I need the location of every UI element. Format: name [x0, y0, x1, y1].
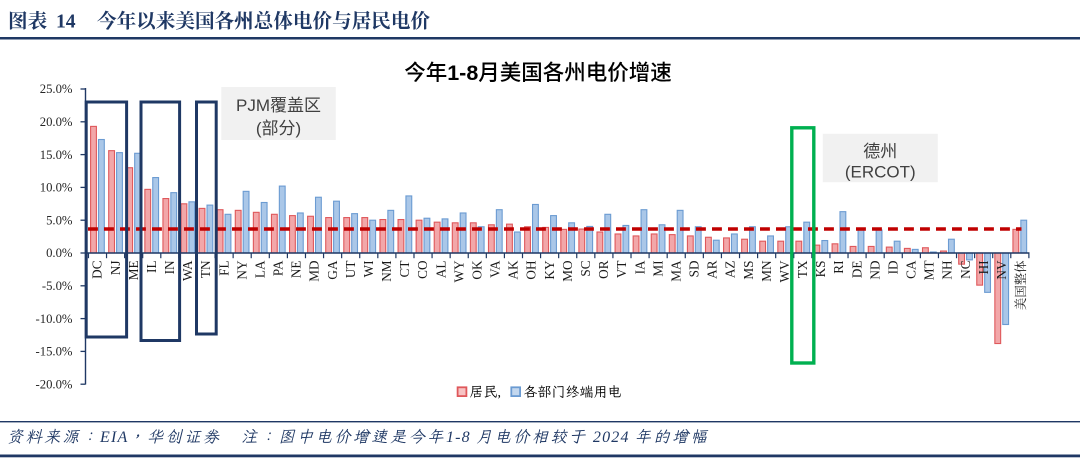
- svg-text:MA: MA: [668, 260, 683, 282]
- svg-text:DE: DE: [849, 261, 864, 279]
- svg-text:AZ: AZ: [723, 261, 738, 279]
- svg-text:NJ: NJ: [108, 261, 123, 276]
- svg-text:WY: WY: [451, 260, 466, 282]
- svg-text:NM: NM: [379, 260, 394, 282]
- svg-text:VT: VT: [614, 261, 629, 279]
- svg-text:OR: OR: [596, 260, 611, 279]
- svg-text:ND: ND: [867, 261, 882, 280]
- svg-text:德州: 德州: [863, 137, 897, 162]
- svg-text:14: 14: [56, 12, 76, 33]
- svg-text:NE: NE: [289, 261, 304, 279]
- svg-text:0.0%: 0.0%: [46, 246, 73, 260]
- svg-text:IN: IN: [162, 260, 177, 274]
- svg-text:(ERCOT): (ERCOT): [845, 163, 916, 182]
- svg-text:GA: GA: [325, 260, 340, 280]
- svg-text:25.0%: 25.0%: [40, 82, 73, 96]
- svg-text:资料来源：EIA，华创证券 注：图中电价增速是今年1-8: 资料来源：EIA，华创证券 注：图中电价增速是今年1-8 月电价相较于 2024…: [7, 425, 709, 447]
- svg-text:美国整体: 美国整体: [1011, 260, 1029, 310]
- svg-text:IL: IL: [144, 261, 159, 273]
- svg-text:NH: NH: [940, 260, 955, 280]
- svg-text:DC: DC: [90, 260, 105, 279]
- svg-text:AR: AR: [705, 260, 720, 279]
- svg-text:MT: MT: [922, 261, 937, 281]
- svg-text:-10.0%: -10.0%: [36, 312, 73, 326]
- svg-text:各部门终端用电: 各部门终端用电: [524, 383, 622, 401]
- svg-text:-15.0%: -15.0%: [36, 345, 73, 359]
- svg-text:图表: 图表: [8, 5, 48, 34]
- svg-text:ME: ME: [126, 261, 141, 281]
- svg-text:MO: MO: [560, 261, 575, 282]
- svg-text:VA: VA: [488, 260, 503, 278]
- svg-text:15.0%: 15.0%: [40, 148, 73, 162]
- svg-text:今年以来美国各州总体电价与居民电价: 今年以来美国各州总体电价与居民电价: [97, 5, 430, 34]
- svg-text:RI: RI: [831, 261, 846, 274]
- svg-text:AK: AK: [506, 260, 521, 280]
- svg-text:居民,: 居民,: [470, 383, 502, 401]
- svg-text:NV: NV: [994, 260, 1009, 280]
- svg-text:FL: FL: [216, 261, 231, 276]
- svg-text:NY: NY: [234, 260, 249, 280]
- svg-text:WI: WI: [361, 261, 376, 278]
- svg-text:OK: OK: [469, 260, 484, 280]
- svg-text:TX: TX: [795, 260, 810, 278]
- svg-text:PA: PA: [271, 260, 286, 276]
- svg-text:NC: NC: [958, 260, 973, 279]
- svg-text:KS: KS: [813, 261, 828, 278]
- svg-text:CT: CT: [397, 261, 412, 278]
- svg-text:UT: UT: [343, 261, 358, 279]
- svg-text:5.0%: 5.0%: [46, 213, 73, 227]
- svg-text:MN: MN: [759, 260, 774, 282]
- svg-text:MD: MD: [307, 261, 322, 282]
- svg-text:CA: CA: [904, 260, 919, 279]
- svg-text:CO: CO: [415, 261, 430, 279]
- svg-text:WA: WA: [180, 260, 195, 281]
- svg-text:(部分): (部分): [256, 114, 301, 139]
- svg-text:-5.0%: -5.0%: [42, 279, 73, 293]
- svg-text:SD: SD: [687, 261, 702, 278]
- svg-text:HI: HI: [976, 261, 991, 275]
- svg-text:IA: IA: [632, 260, 647, 274]
- svg-text:ID: ID: [885, 261, 900, 275]
- svg-text:AL: AL: [433, 261, 448, 279]
- svg-text:今年1-8月美国各州电价增速: 今年1-8月美国各州电价增速: [404, 56, 672, 87]
- svg-text:WV: WV: [777, 260, 792, 282]
- svg-text:10.0%: 10.0%: [40, 181, 73, 195]
- svg-text:20.0%: 20.0%: [40, 115, 73, 129]
- svg-text:PJM覆盖区: PJM覆盖区: [236, 91, 321, 116]
- svg-text:-20.0%: -20.0%: [36, 377, 73, 391]
- svg-text:MS: MS: [741, 261, 756, 280]
- svg-text:LA: LA: [252, 260, 267, 278]
- svg-text:OH: OH: [524, 260, 539, 280]
- svg-text:KY: KY: [542, 260, 557, 280]
- svg-text:MI: MI: [650, 261, 665, 277]
- svg-text:TN: TN: [198, 260, 213, 278]
- svg-text:SC: SC: [578, 260, 593, 276]
